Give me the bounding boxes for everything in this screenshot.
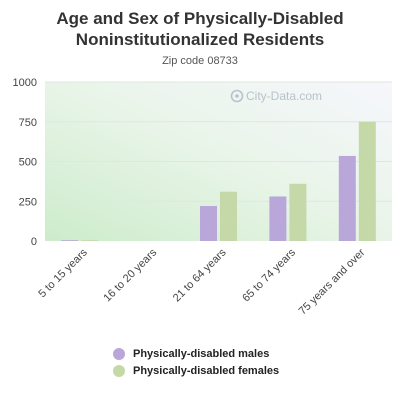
legend-swatch-females (113, 365, 125, 377)
bar-males (200, 206, 217, 241)
legend-item-males: Physically-disabled males (113, 348, 269, 360)
legend-item-females: Physically-disabled females (113, 365, 279, 377)
x-tick-label: 5 to 15 years (36, 246, 90, 300)
bar-females (358, 121, 376, 241)
bar-females (81, 240, 99, 241)
y-tick-label: 0 (31, 236, 37, 248)
bar-males (338, 155, 356, 241)
chart-title: Age and Sex of Physically-Disabled Nonin… (56, 9, 344, 49)
x-tick-label: 21 to 64 years (171, 246, 229, 304)
bar-females (289, 183, 307, 241)
svg-text:City-Data.com: City-Data.com (246, 89, 322, 103)
y-tick-label: 1000 (13, 77, 37, 89)
y-tick-label: 500 (19, 157, 37, 169)
chart-subtitle: Zip code 08733 (162, 55, 238, 67)
bar-chart: 0 250 500 750 1000 5 to 15 years 16 to 20 yea… (13, 77, 392, 317)
y-tick-label: 750 (19, 117, 37, 129)
y-tick-label: 250 (19, 196, 37, 208)
x-tick-label: 16 to 20 years (101, 246, 159, 304)
x-tick-label: 75 years and over (297, 246, 368, 317)
watermark: City-Data.com (230, 89, 322, 103)
bar-males (269, 196, 287, 241)
legend-label-males: Physically-disabled males (133, 348, 270, 360)
legend-label-females: Physically-disabled females (133, 365, 280, 377)
legend-swatch-males (113, 348, 125, 360)
x-tick-label: 65 to 74 years (240, 246, 298, 304)
bar-females (220, 191, 237, 241)
bar-males (61, 240, 79, 241)
